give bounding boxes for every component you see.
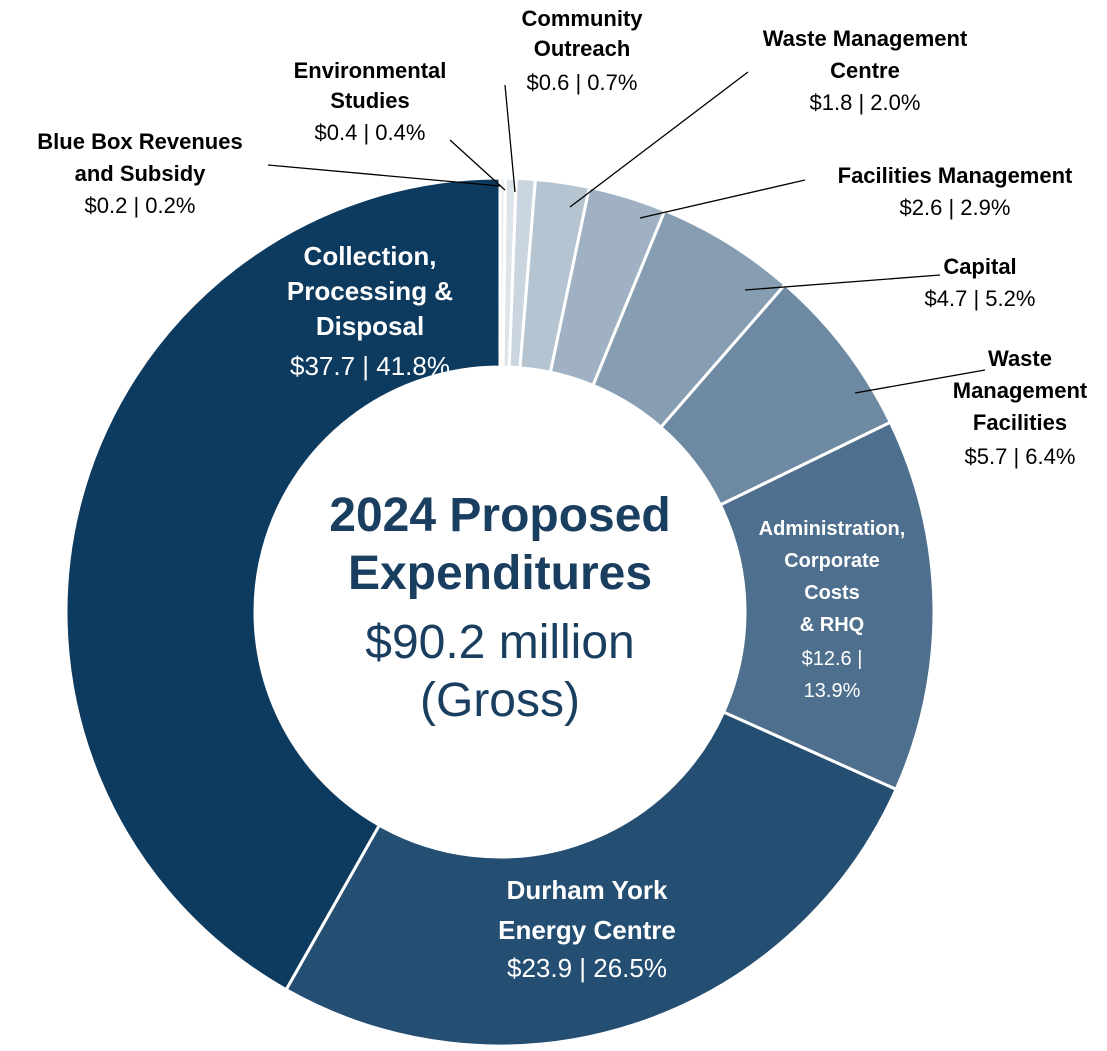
center-title: 2024 Proposed Expenditures bbox=[329, 489, 670, 600]
donut-segment bbox=[718, 420, 936, 792]
leader-line bbox=[504, 84, 516, 193]
value-label: $5.7 | 6.4% bbox=[965, 444, 1076, 469]
segment-label: Capital bbox=[943, 254, 1016, 279]
value-label: $12.6 | 13.9% bbox=[802, 648, 863, 702]
leader-line bbox=[744, 274, 941, 291]
center-subtitle: $90.2 million (Gross) bbox=[365, 616, 634, 727]
value-label: $37.7 | 41.8% bbox=[290, 351, 450, 381]
segment-label: Community Outreach bbox=[522, 6, 644, 61]
leader-line bbox=[854, 369, 986, 394]
segment-label: Administration, Corporate Costs & RHQ bbox=[759, 518, 906, 636]
segment-label: Environmental Studies bbox=[294, 58, 447, 113]
value-label: $0.2 | 0.2% bbox=[85, 193, 196, 218]
segment-label: Durham York Energy Centre bbox=[498, 875, 676, 945]
donut-segment bbox=[64, 176, 502, 992]
value-label: $2.6 | 2.9% bbox=[900, 195, 1011, 220]
value-label: $1.8 | 2.0% bbox=[810, 90, 921, 115]
segment-label: Facilities Management bbox=[838, 163, 1073, 188]
value-label: $23.9 | 26.5% bbox=[507, 953, 667, 983]
segment-label: Blue Box Revenues and Subsidy bbox=[37, 129, 242, 186]
leader-line bbox=[639, 179, 806, 219]
leader-line bbox=[569, 71, 749, 208]
value-label: $0.4 | 0.4% bbox=[315, 120, 426, 145]
value-label: $4.7 | 5.2% bbox=[925, 286, 1036, 311]
segment-label: Collection, Processing & Disposal bbox=[287, 241, 453, 341]
leader-line bbox=[267, 164, 501, 187]
segment-label: Waste Management Centre bbox=[763, 26, 968, 83]
segment-label: Waste Management Facilities bbox=[953, 346, 1088, 435]
leader-line bbox=[449, 139, 506, 191]
donut-segment bbox=[284, 710, 899, 1048]
value-label: $0.6 | 0.7% bbox=[527, 70, 638, 95]
